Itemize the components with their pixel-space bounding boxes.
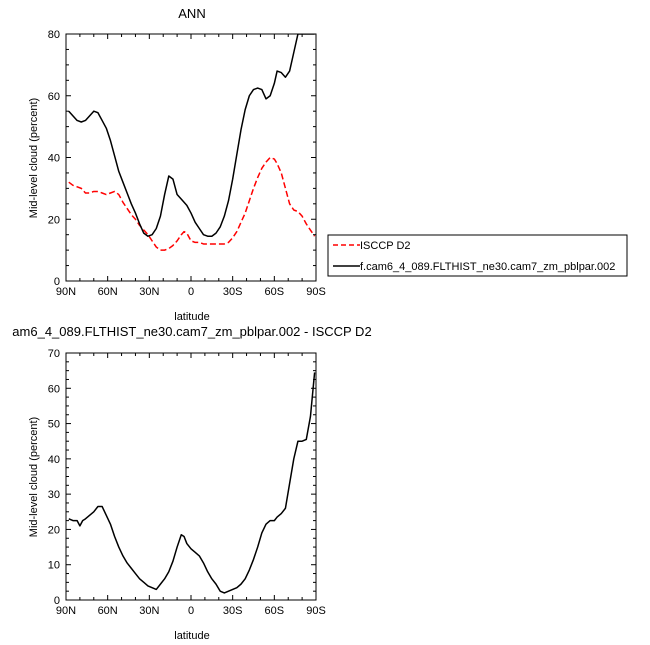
bottom-ytick-label-2: 20	[48, 524, 60, 536]
top-ytick-label-1: 20	[48, 214, 60, 226]
top-xtick-label-5: 60S	[265, 286, 285, 298]
bottom-series-0-line	[68, 372, 316, 594]
top-ylabel: Mid-level cloud (percent)	[28, 98, 40, 218]
top-ytick-label-4: 80	[48, 29, 60, 41]
top-ytick-label-3: 60	[48, 91, 60, 103]
top-xtick-label-0: 90N	[56, 286, 76, 298]
bottom-xtick-label-1: 60N	[98, 605, 118, 617]
top-ytick-label-2: 40	[48, 153, 60, 165]
top-series-1-line	[68, 34, 315, 237]
bottom-xtick-label-4: 30S	[223, 605, 243, 617]
top-series-0-line	[68, 156, 316, 251]
top-ytick-label-0: 0	[54, 276, 60, 288]
bottom-xtick-label-2: 30N	[139, 605, 159, 617]
top-xtick-label-4: 30S	[223, 286, 243, 298]
top-xtick-label-1: 60N	[98, 286, 118, 298]
bottom-ytick-label-7: 70	[48, 348, 60, 360]
bottom-plot-area: 90N 60N 30N 0 30S 60S 90S 0 10 20 30 40 50 60 70	[48, 348, 326, 617]
bottom-ytick-label-1: 10	[48, 560, 60, 572]
legend: ISCCP D2 f.cam6_4_089.FLTHIST_ne30.cam7_…	[327, 234, 628, 277]
top-xtick-label-6: 90S	[306, 286, 326, 298]
bottom-title: am6_4_089.FLTHIST_ne30.cam7_zm_pblpar.00…	[12, 324, 371, 339]
bottom-ytick-label-4: 40	[48, 454, 60, 466]
bottom-xtick-label-5: 60S	[265, 605, 285, 617]
bottom-ytick-label-6: 60	[48, 383, 60, 395]
top-xtick-label-2: 30N	[139, 286, 159, 298]
bottom-ytick-label-3: 30	[48, 489, 60, 501]
legend-label-isccp: ISCCP D2	[360, 240, 411, 252]
bottom-xlabel: latitude	[174, 630, 209, 642]
top-plot-area: 90N 60N 30N 0 30S 60S 90S 0 20 40 60 80	[48, 29, 326, 298]
legend-label-model: f.cam6_4_089.FLTHIST_ne30.cam7_zm_pblpar…	[360, 261, 615, 273]
bottom-ylabel: Mid-level cloud (percent)	[28, 417, 40, 537]
bottom-frame	[65, 352, 317, 601]
bottom-ytick-label-0: 0	[54, 595, 60, 607]
bottom-xtick-label-3: 0	[188, 605, 194, 617]
bottom-ytick-label-5: 50	[48, 419, 60, 431]
top-panel: ANN Mid-level cloud (percent) latitude 9…	[28, 6, 326, 323]
bottom-panel: am6_4_089.FLTHIST_ne30.cam7_zm_pblpar.00…	[12, 324, 371, 642]
top-title: ANN	[178, 6, 205, 21]
top-xtick-label-3: 0	[188, 286, 194, 298]
top-xlabel: latitude	[174, 311, 209, 323]
bottom-xtick-label-0: 90N	[56, 605, 76, 617]
legend-box	[327, 234, 628, 277]
bottom-xtick-label-6: 90S	[306, 605, 326, 617]
